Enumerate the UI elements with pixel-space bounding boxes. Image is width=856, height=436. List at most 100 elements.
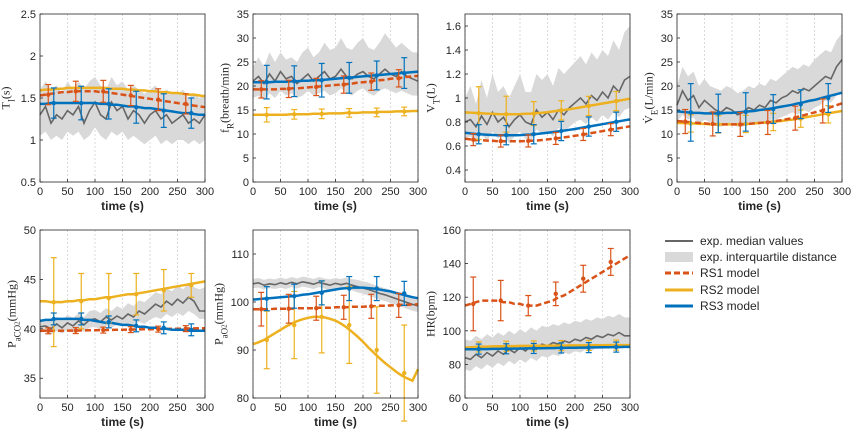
ve-rs1-point bbox=[820, 108, 825, 114]
panel-ve: 0 50 100 150 200 250 300 0 5 10 15 20 25 30 35 time (s)… bbox=[641, 9, 851, 213]
ve-y-tick-label: 20 bbox=[661, 81, 673, 93]
pao2-y-tick-label: 90 bbox=[237, 345, 249, 357]
paco2-rs3-point bbox=[79, 316, 84, 322]
ve-rs3-point bbox=[688, 110, 693, 115]
fr-rs3-line bbox=[253, 70, 419, 84]
paco2-x-tick-label: 100 bbox=[86, 402, 104, 414]
hr-rs1-line bbox=[464, 254, 631, 307]
vt-x-tick-label: 0 bbox=[462, 186, 468, 198]
vt-x-axis-label: time (s) bbox=[526, 199, 569, 213]
ti-x-tick-label: 0 bbox=[37, 186, 43, 198]
fr-rs1-point bbox=[341, 82, 346, 87]
hr-rs3-point bbox=[504, 346, 509, 351]
vt-x-tick-label: 150 bbox=[538, 186, 556, 198]
hr-rs1-point bbox=[581, 276, 586, 281]
pao2-x-axis-label: time (s) bbox=[314, 415, 357, 429]
paco2-y-axis-label-main: P bbox=[5, 341, 19, 348]
pao2-y-tick-label: 110 bbox=[231, 249, 249, 261]
legend-rs1-label: RS1 model bbox=[700, 266, 759, 280]
pao2-rs3-point bbox=[319, 290, 324, 296]
hr-y-axis-label-main: HR bbox=[423, 320, 437, 337]
paco2-rs1-point bbox=[73, 328, 78, 333]
ve-y-axis-label: V̇E(L/min) bbox=[641, 72, 659, 124]
ve-rs1-point bbox=[683, 119, 688, 124]
pao2-rs1-point bbox=[314, 306, 319, 311]
pao2-rs2-point bbox=[319, 314, 324, 320]
vt-rs1-point bbox=[471, 137, 476, 142]
pao2-rs2-point bbox=[347, 322, 352, 328]
hr-x-tick-label: 0 bbox=[462, 402, 468, 414]
paco2-rs3-point bbox=[161, 325, 166, 331]
fr-rs2-point bbox=[374, 110, 379, 115]
ti-rs1-line bbox=[39, 90, 206, 109]
vt-y-axis-label-sub: T bbox=[431, 98, 441, 104]
hr-rs3-point bbox=[614, 344, 619, 350]
fr-rs1-point bbox=[369, 79, 374, 84]
fr-rs3-point bbox=[319, 78, 324, 83]
fr-y-tick-label: 35 bbox=[237, 9, 249, 21]
panel-vt: 0 50 100 150 200 250 300 0.4 0.6 0.8 1 1.2 1.4 1.6 tim… bbox=[423, 13, 639, 213]
pao2-x-tick-label: 300 bbox=[409, 402, 427, 414]
ve-rs1-line bbox=[676, 102, 843, 126]
vt-y-tick-label: 1 bbox=[455, 93, 461, 105]
ti-y-axis-label-unit: (s) bbox=[0, 86, 12, 99]
fr-rs1-point bbox=[314, 84, 319, 90]
ti-rs3-point bbox=[79, 100, 84, 106]
pao2-y-axis-label-unit: (mmHg) bbox=[211, 283, 225, 324]
pao2-rs2-point bbox=[374, 347, 379, 353]
ve-y-tick-label: 10 bbox=[661, 129, 673, 141]
vt-rs1-point bbox=[526, 138, 531, 144]
ve-rs2-point bbox=[826, 112, 831, 117]
fr-rs3-point bbox=[292, 79, 297, 84]
hr-rs1-point bbox=[553, 291, 558, 297]
paco2-x-tick-label: 300 bbox=[196, 402, 214, 414]
ti-x-tick-label: 200 bbox=[141, 186, 159, 198]
fr-y-tick-label: 30 bbox=[237, 33, 249, 45]
legend-rs3-label: RS3 model bbox=[700, 299, 759, 313]
legend-median-label: exp. median values bbox=[700, 234, 803, 248]
fr-x-tick-label: 0 bbox=[250, 186, 256, 198]
paco2-rs3-point bbox=[51, 316, 56, 322]
pao2-x-tick-label: 0 bbox=[250, 402, 256, 414]
pao2-rs1-line bbox=[253, 303, 418, 311]
paco2-rs2-point bbox=[106, 295, 111, 301]
vt-x-tick-label: 100 bbox=[511, 186, 529, 198]
pao2-rs1-point bbox=[396, 303, 401, 308]
hr-y-axis-label-unit: (bpm) bbox=[423, 291, 437, 320]
vt-x-tick-label: 200 bbox=[566, 186, 584, 198]
paco2-y-axis-label-subsub: 2 bbox=[14, 321, 22, 325]
pao2-rs2-point bbox=[292, 322, 297, 328]
ti-rs1-point bbox=[183, 101, 188, 107]
ve-x-tick-label: 100 bbox=[723, 186, 741, 198]
paco2-y-tick-label: 45 bbox=[24, 274, 36, 286]
pao2-rs3-point bbox=[402, 291, 407, 296]
vt-rs1-point bbox=[581, 132, 586, 137]
paco2-x-tick-label: 200 bbox=[141, 402, 159, 414]
fr-rs2-point bbox=[347, 110, 352, 116]
pao2-rs2-line bbox=[252, 315, 420, 383]
hr-rs2-line bbox=[464, 343, 630, 349]
legend-rs2-label: RS2 model bbox=[700, 283, 759, 297]
hr-rs3-line bbox=[465, 345, 630, 351]
legend: exp. median values exp. interquartile di… bbox=[665, 234, 837, 313]
ti-rs3-point bbox=[51, 100, 56, 106]
pao2-y-tick-label: 100 bbox=[231, 297, 249, 309]
vt-x-tick-label: 300 bbox=[621, 186, 639, 198]
fr-y-tick-label: 20 bbox=[237, 81, 249, 93]
fr-x-axis-label: time (s) bbox=[314, 199, 357, 213]
fr-rs1-point bbox=[396, 76, 401, 81]
paco2-rs1-point bbox=[128, 327, 133, 332]
ti-rs1-point bbox=[73, 89, 78, 94]
ti-y-tick-label: 2.5 bbox=[21, 9, 36, 21]
ti-x-tick-label: 50 bbox=[61, 186, 73, 198]
paco2-x-tick-label: 250 bbox=[168, 402, 186, 414]
vt-rs3-point bbox=[504, 133, 509, 138]
panel-hr: 0 50 100 150 200 250 300 60 80 100 120 140 160 time (… bbox=[423, 225, 639, 429]
hr-x-tick-label: 100 bbox=[511, 402, 529, 414]
ti-rs1-point bbox=[101, 89, 106, 94]
ti-rs3-point bbox=[161, 108, 166, 113]
ve-x-tick-label: 0 bbox=[674, 186, 680, 198]
ti-rs3-point bbox=[134, 105, 139, 110]
paco2-y-tick-label: 40 bbox=[24, 324, 36, 336]
paco2-y-tick-label: 50 bbox=[24, 225, 36, 237]
